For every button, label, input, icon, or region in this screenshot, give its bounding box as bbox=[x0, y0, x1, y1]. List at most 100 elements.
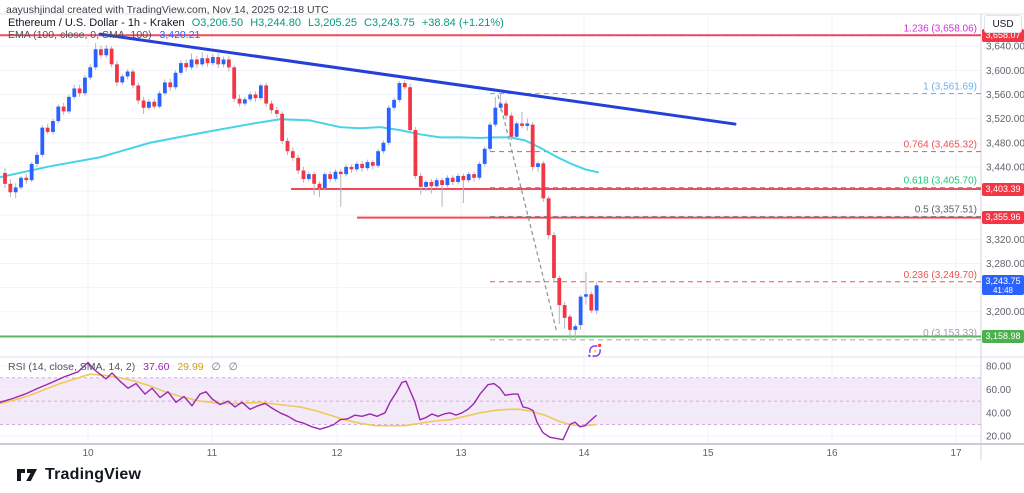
candle-up bbox=[578, 296, 583, 326]
ohlc-low: L3,205.25 bbox=[308, 17, 357, 29]
candle-up bbox=[83, 77, 87, 94]
tradingview-logo-icon bbox=[17, 469, 37, 481]
candle-up bbox=[104, 48, 109, 56]
price-tag-value: 3,355.96 bbox=[985, 212, 1021, 223]
candle-down bbox=[338, 171, 343, 175]
candle-up bbox=[200, 58, 205, 65]
candle-up bbox=[157, 93, 162, 107]
candle-down bbox=[226, 59, 231, 68]
downtrend-line bbox=[98, 32, 737, 126]
candle-up bbox=[19, 177, 23, 188]
candle-up bbox=[51, 121, 55, 132]
candle-up bbox=[381, 142, 386, 152]
fib-level-label: 0 (3,153.33) bbox=[923, 328, 977, 339]
price-tag-value: 3,403.39 bbox=[985, 183, 1021, 194]
candle-down bbox=[280, 113, 285, 141]
candle-up bbox=[498, 103, 503, 108]
candle-down bbox=[194, 59, 199, 65]
candle-up bbox=[40, 127, 45, 155]
ema-legend: EMA (100, close, 0, SMA, 100) 3,420.21 bbox=[8, 29, 200, 41]
candle-down bbox=[589, 294, 594, 311]
candle-down bbox=[317, 183, 322, 189]
candle-down bbox=[402, 83, 407, 88]
symbol-title: Ethereum / U.S. Dollar - 1h - Kraken bbox=[8, 17, 185, 29]
price-axis-label: 3,560.00 bbox=[986, 90, 1024, 101]
candle-down bbox=[115, 64, 119, 83]
candle-down bbox=[184, 63, 189, 68]
candle-down bbox=[61, 106, 66, 112]
price-axis-label: 3,200.00 bbox=[986, 307, 1024, 318]
candle-down bbox=[530, 124, 535, 167]
rsi-value: 37.60 bbox=[143, 361, 170, 373]
candle-down bbox=[296, 157, 301, 171]
ohlc-close: C3,243.75 bbox=[364, 17, 415, 29]
candle-down bbox=[504, 103, 508, 116]
candle-up bbox=[477, 163, 482, 178]
ema-value: 3,420.21 bbox=[159, 29, 201, 41]
price-tag: 3,158.98 bbox=[982, 330, 1024, 343]
price-axis-label: 3,600.00 bbox=[986, 66, 1024, 77]
candle-down bbox=[546, 198, 551, 236]
candle-down bbox=[413, 130, 418, 176]
candle-down bbox=[418, 175, 423, 187]
candle-up bbox=[456, 175, 460, 182]
tradingview-logo[interactable]: TradingView bbox=[16, 466, 141, 484]
candle-up bbox=[365, 162, 370, 169]
candle-up bbox=[354, 163, 359, 170]
candle-down bbox=[312, 174, 317, 184]
fib-level-label: 0.236 (3,249.70) bbox=[904, 270, 977, 281]
price-tag: 3,403.39 bbox=[982, 182, 1024, 196]
ema-label: EMA (100, close, 0, SMA, 100) bbox=[8, 29, 152, 41]
dashed-drop-guide bbox=[497, 94, 558, 334]
candle-down bbox=[552, 235, 556, 278]
time-axis-label: 12 bbox=[331, 448, 343, 459]
time-axis-label: 13 bbox=[455, 448, 467, 459]
candle-up bbox=[35, 154, 39, 164]
candle-up bbox=[386, 107, 391, 143]
time-axis-label: 16 bbox=[826, 448, 838, 459]
candle-down bbox=[408, 87, 412, 131]
currency-toggle-button[interactable]: USD bbox=[984, 15, 1022, 33]
candle-up bbox=[242, 99, 247, 104]
candle-up bbox=[573, 326, 578, 330]
candle-up bbox=[125, 71, 130, 77]
candle-down bbox=[429, 181, 434, 187]
rsi-empty-value-2: ∅ bbox=[228, 361, 238, 373]
candle-up bbox=[178, 63, 183, 73]
rsi-ma-line bbox=[0, 373, 597, 428]
candle-up bbox=[493, 107, 498, 125]
candle-down bbox=[131, 71, 135, 86]
candle-down bbox=[274, 110, 279, 114]
candle-down bbox=[461, 175, 466, 181]
candle-up bbox=[488, 124, 492, 149]
fib-level-label: 1.236 (3,658.06) bbox=[904, 23, 977, 34]
price-tag-value: 3,243.75 bbox=[985, 275, 1021, 286]
rsi-label: RSI (14, close, SMA, 14, 2) bbox=[8, 361, 136, 373]
ohlc-open: O3,206.50 bbox=[191, 17, 244, 29]
candle-down bbox=[237, 98, 242, 104]
tradingview-logo-text: TradingView bbox=[45, 466, 142, 483]
candle-up bbox=[306, 174, 311, 179]
candle-down bbox=[440, 180, 444, 186]
candle-down bbox=[77, 88, 82, 94]
candle-up bbox=[594, 285, 599, 311]
rsi-axis-label: 40.00 bbox=[986, 408, 1011, 419]
candle-up bbox=[397, 83, 402, 100]
time-axis-label: 11 bbox=[207, 448, 218, 459]
candle-up bbox=[536, 163, 540, 167]
candle-down bbox=[301, 170, 306, 179]
candle-down bbox=[520, 123, 524, 126]
candle-down bbox=[168, 82, 173, 88]
price-tag-value: 3,158.98 bbox=[985, 331, 1021, 342]
price-axis-label: 3,640.00 bbox=[986, 42, 1024, 53]
candle-down bbox=[141, 100, 146, 108]
candle-up bbox=[258, 85, 263, 99]
candle-up bbox=[29, 163, 34, 181]
candle-up bbox=[466, 174, 471, 181]
candle-up bbox=[333, 171, 338, 179]
price-change: +38.84 (+1.21%) bbox=[421, 17, 504, 29]
candle-down bbox=[285, 140, 290, 152]
price-axis-label: 3,320.00 bbox=[986, 235, 1024, 246]
